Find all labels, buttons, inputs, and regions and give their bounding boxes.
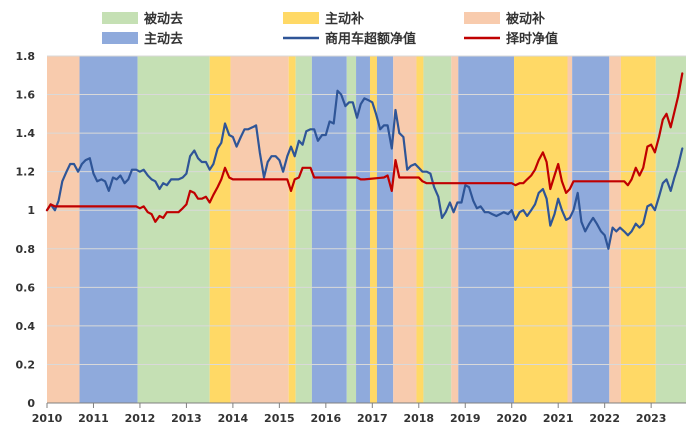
phase-band-21	[620, 56, 656, 403]
phase-band-3	[209, 56, 231, 403]
phase-band-13	[416, 56, 424, 403]
legend-swatch-1	[283, 12, 319, 24]
x-tick-label-1: 2011	[78, 412, 109, 425]
series-line-1	[45, 72, 684, 223]
phase-band-22	[655, 56, 686, 403]
x-tick-label-10: 2020	[496, 412, 527, 425]
axes: 0 0.2 0.4 0.6 0.8 1 1.2 1.4 1.6 1.8 2010 2011 2012 20…	[16, 50, 686, 425]
x-tick-label-9: 2019	[450, 412, 481, 425]
y-tick-label-6: 1.2	[16, 166, 36, 179]
y-tick-label-8: 1.6	[16, 89, 36, 102]
x-tick-label-7: 2017	[357, 412, 388, 425]
legend-swatch-2	[464, 12, 500, 24]
x-tick-label-6: 2016	[311, 412, 342, 425]
phase-band-1	[79, 56, 138, 403]
x-tick-label-11: 2021	[543, 412, 574, 425]
y-tick-label-4: 0.8	[16, 243, 36, 256]
phase-band-11	[376, 56, 394, 403]
x-tick-label-4: 2014	[218, 412, 249, 425]
x-tick-label-5: 2015	[264, 412, 295, 425]
y-tick-label-1: 0.2	[16, 358, 36, 371]
phase-band-16	[458, 56, 515, 403]
x-tick-label-13: 2023	[636, 412, 667, 425]
phase-bands	[47, 56, 686, 403]
legend-label-3: 主动去	[144, 31, 183, 47]
y-tick-label-0: 0	[27, 397, 35, 410]
x-tick-label-8: 2018	[403, 412, 434, 425]
x-tick-label-2: 2012	[125, 412, 156, 425]
phase-band-6	[295, 56, 312, 403]
legend-label-4: 商用车超额净值	[325, 31, 416, 47]
phase-band-14	[423, 56, 452, 403]
y-tick-label-9: 1.8	[16, 50, 36, 63]
y-tick-label-5: 1	[27, 204, 35, 217]
legend-label-0: 被动去	[143, 11, 183, 27]
legend-swatch-0	[102, 12, 138, 24]
x-tick-label-3: 2013	[171, 412, 202, 425]
y-tick-label-7: 1.4	[16, 127, 36, 140]
phase-band-15	[451, 56, 459, 403]
phase-band-4	[230, 56, 289, 403]
legend-swatch-3	[102, 32, 138, 44]
legend-label-2: 被动补	[505, 11, 545, 27]
legend-label-1: 主动补	[325, 11, 364, 27]
phase-band-8	[346, 56, 357, 403]
phase-band-0	[47, 56, 80, 403]
phase-band-17	[514, 56, 568, 403]
phase-band-18	[567, 56, 573, 403]
series-lines	[45, 72, 684, 250]
series-line-0	[45, 89, 684, 250]
phase-band-12	[393, 56, 417, 403]
x-tick-label-12: 2022	[589, 412, 620, 425]
x-tick-label-0: 2010	[32, 412, 63, 425]
phase-band-5	[288, 56, 296, 403]
phase-band-7	[311, 56, 347, 403]
legend-label-5: 择时净值	[506, 31, 558, 47]
phase-band-9	[356, 56, 370, 403]
phase-band-19	[572, 56, 610, 403]
phase-band-2	[137, 56, 210, 403]
y-tick-label-3: 0.6	[16, 281, 36, 294]
phase-band-10	[369, 56, 377, 403]
y-tick-label-2: 0.4	[16, 320, 36, 333]
